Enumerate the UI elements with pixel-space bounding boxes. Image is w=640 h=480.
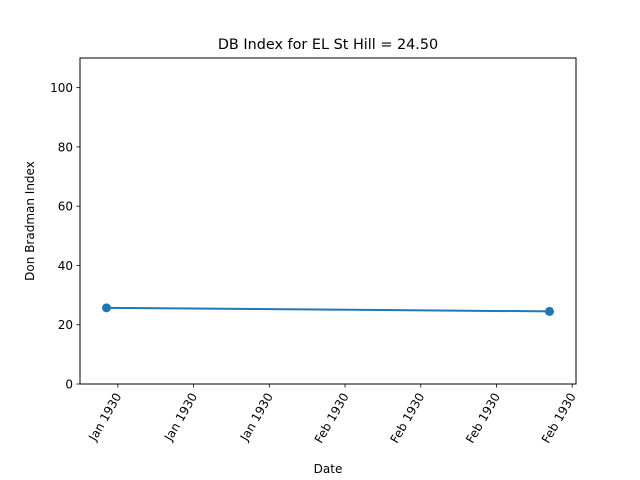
y-tick-label: 0 bbox=[65, 378, 73, 392]
plot-frame bbox=[79, 57, 577, 385]
y-tick-label: 100 bbox=[50, 81, 73, 95]
y-tick-label: 20 bbox=[58, 318, 73, 332]
x-axis-label: Date bbox=[314, 462, 343, 476]
y-axis: 0 20 40 60 80 100 bbox=[50, 81, 80, 392]
chart-title: DB Index for EL St Hill = 24.50 bbox=[218, 37, 438, 53]
series-line bbox=[106, 306, 550, 313]
data-point bbox=[102, 303, 112, 313]
y-tick-label: 80 bbox=[58, 140, 73, 154]
plot-series bbox=[102, 303, 554, 316]
y-tick-label: 40 bbox=[58, 259, 73, 273]
data-point bbox=[544, 306, 554, 316]
y-axis-label: Don Bradman Index bbox=[23, 161, 37, 281]
y-tick-label: 60 bbox=[58, 200, 73, 214]
